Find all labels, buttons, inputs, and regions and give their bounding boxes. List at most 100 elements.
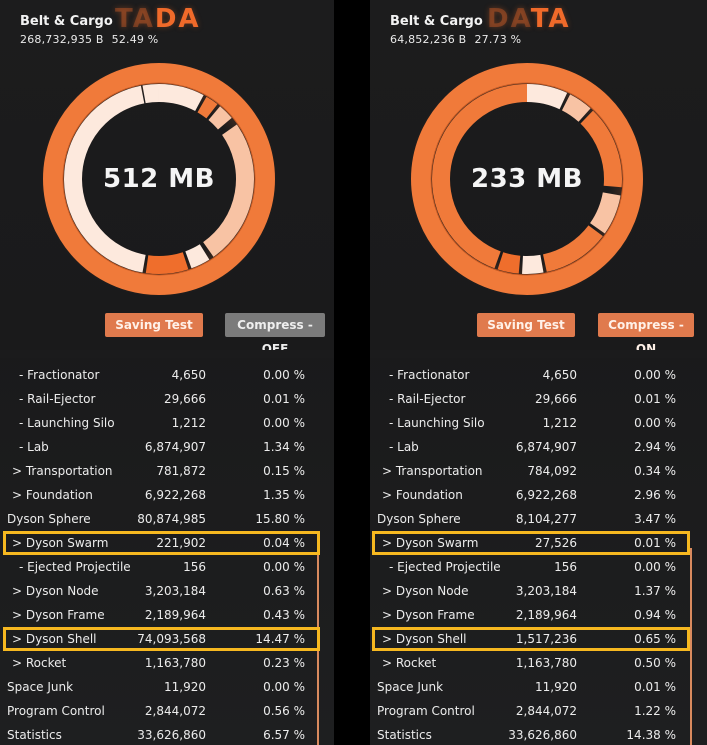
category-row[interactable]: - Lab 6,874,907 1.34 %	[0, 435, 334, 459]
row-bytes: 1,163,780	[144, 656, 206, 670]
row-percent: 0.01 %	[634, 536, 676, 550]
row-percent: 15.80 %	[255, 512, 305, 526]
selected-category-name: Belt & Cargo	[390, 14, 483, 29]
donut-segment[interactable]	[522, 254, 544, 274]
row-percent: 0.50 %	[634, 656, 676, 670]
donut-segment[interactable]	[497, 252, 521, 274]
donut-segment[interactable]	[197, 96, 218, 119]
row-label: > Dyson Shell	[382, 632, 467, 646]
row-percent: 0.56 %	[263, 704, 305, 718]
donut-segment[interactable]	[202, 124, 254, 257]
category-row[interactable]: Space Junk 11,920 0.01 %	[370, 675, 707, 699]
row-label: - Ejected Projectile	[389, 560, 501, 574]
category-row[interactable]: - Fractionator 4,650 0.00 %	[370, 363, 707, 387]
category-row[interactable]: > Rocket 1,163,780 0.23 %	[0, 651, 334, 675]
row-label: - Ejected Projectile	[19, 560, 131, 574]
category-bytes: 268,732,935 B	[20, 33, 104, 46]
category-row[interactable]: Space Junk 11,920 0.00 %	[0, 675, 334, 699]
category-row[interactable]: > Dyson Swarm 221,902 0.04 %	[0, 531, 334, 555]
donut-segment[interactable]	[142, 84, 160, 104]
row-bytes: 74,093,568	[137, 632, 206, 646]
category-row[interactable]: > Dyson Frame 2,189,964 0.43 %	[0, 603, 334, 627]
donut-segment[interactable]	[542, 225, 603, 272]
donut-svg	[41, 61, 277, 297]
row-label: > Dyson Frame	[12, 608, 105, 622]
compress-toggle-button[interactable]: Compress - OFF	[225, 313, 325, 356]
row-label: Dyson Sphere	[377, 512, 461, 526]
row-bytes: 11,920	[535, 680, 577, 694]
row-percent: 14.47 %	[255, 632, 305, 646]
category-row[interactable]: > Dyson Shell 74,093,568 14.47 %	[0, 627, 334, 651]
list-top-fade	[370, 350, 707, 358]
row-bytes: 784,092	[527, 464, 577, 478]
category-row[interactable]: > Foundation 6,922,268 1.35 %	[0, 483, 334, 507]
category-row[interactable]: > Rocket 1,163,780 0.50 %	[370, 651, 707, 675]
row-percent: 0.94 %	[634, 608, 676, 622]
row-label: > Rocket	[382, 656, 437, 670]
data-title: TADA	[115, 4, 201, 34]
size-donut-chart[interactable]: 512 MB	[40, 60, 278, 298]
category-row[interactable]: Statistics 33,626,860 6.57 %	[0, 723, 334, 745]
row-label: > Dyson Frame	[382, 608, 475, 622]
category-row[interactable]: > Dyson Swarm 27,526 0.01 %	[370, 531, 707, 555]
donut-segment[interactable]	[526, 84, 568, 110]
row-label: > Dyson Node	[382, 584, 469, 598]
category-row[interactable]: Program Control 2,844,072 1.22 %	[370, 699, 707, 723]
category-row[interactable]: - Ejected Projectile 156 0.00 %	[370, 555, 707, 579]
outer-ring[interactable]	[411, 63, 643, 295]
row-label: - Lab	[19, 440, 49, 454]
size-donut-chart[interactable]: 233 MB	[408, 60, 646, 298]
category-row[interactable]: > Foundation 6,922,268 2.96 %	[370, 483, 707, 507]
row-bytes: 6,922,268	[515, 488, 577, 502]
category-row[interactable]: Program Control 2,844,072 0.56 %	[0, 699, 334, 723]
row-bytes: 6,874,907	[144, 440, 206, 454]
row-label: - Fractionator	[389, 368, 470, 382]
category-row[interactable]: - Launching Silo 1,212 0.00 %	[370, 411, 707, 435]
row-bytes: 8,104,277	[515, 512, 577, 526]
category-row[interactable]: Dyson Sphere 8,104,277 3.47 %	[370, 507, 707, 531]
donut-segment[interactable]	[589, 192, 621, 234]
category-row[interactable]: Statistics 33,626,860 14.38 %	[370, 723, 707, 745]
compress-toggle-button[interactable]: Compress - ON	[598, 313, 694, 356]
category-row[interactable]: Dyson Sphere 80,874,985 15.80 %	[0, 507, 334, 531]
donut-segment[interactable]	[185, 244, 210, 269]
row-label: Dyson Sphere	[7, 512, 91, 526]
donut-segment[interactable]	[432, 84, 528, 269]
category-row[interactable]: - Lab 6,874,907 2.94 %	[370, 435, 707, 459]
row-bytes: 1,517,236	[515, 632, 577, 646]
category-row[interactable]: > Transportation 784,092 0.34 %	[370, 459, 707, 483]
row-bytes: 781,872	[156, 464, 206, 478]
row-percent: 0.01 %	[634, 680, 676, 694]
category-percent: 52.49 %	[111, 33, 159, 46]
donut-segment[interactable]	[208, 106, 232, 130]
row-bytes: 1,212	[171, 416, 206, 430]
category-row[interactable]: > Dyson Node 3,203,184 1.37 %	[370, 579, 707, 603]
category-row[interactable]: > Transportation 781,872 0.15 %	[0, 459, 334, 483]
category-row[interactable]: - Fractionator 4,650 0.00 %	[0, 363, 334, 387]
row-label: Program Control	[377, 704, 475, 718]
inner-ring-segments[interactable]	[432, 84, 622, 274]
category-row[interactable]: > Dyson Shell 1,517,236 0.65 %	[370, 627, 707, 651]
donut-segment[interactable]	[580, 110, 622, 188]
category-row[interactable]: > Dyson Node 3,203,184 0.63 %	[0, 579, 334, 603]
donut-segment[interactable]	[145, 252, 189, 274]
row-percent: 0.00 %	[263, 416, 305, 430]
donut-segment[interactable]	[158, 84, 204, 112]
right-panel: DATA Belt & Cargo 64,852,236 B 27.73 % 23…	[370, 0, 707, 745]
highlight-dyson-swarm-right	[372, 531, 690, 555]
category-row[interactable]: - Rail-Ejector 29,666 0.01 %	[370, 387, 707, 411]
total-size: 512 MB	[102, 164, 215, 194]
donut-segment[interactable]	[561, 94, 591, 122]
category-row[interactable]: > Dyson Frame 2,189,964 0.94 %	[370, 603, 707, 627]
saving-test-button[interactable]: Saving Test	[477, 313, 575, 337]
category-row[interactable]: - Launching Silo 1,212 0.00 %	[0, 411, 334, 435]
category-row[interactable]: - Rail-Ejector 29,666 0.01 %	[0, 387, 334, 411]
row-label: Statistics	[377, 728, 432, 742]
row-percent: 0.01 %	[634, 392, 676, 406]
category-row[interactable]: - Ejected Projectile 156 0.00 %	[0, 555, 334, 579]
donut-segment[interactable]	[64, 85, 146, 273]
row-percent: 0.00 %	[263, 560, 305, 574]
inner-ring-segments[interactable]	[64, 84, 254, 274]
outer-ring[interactable]	[43, 63, 275, 295]
saving-test-button[interactable]: Saving Test	[105, 313, 203, 337]
